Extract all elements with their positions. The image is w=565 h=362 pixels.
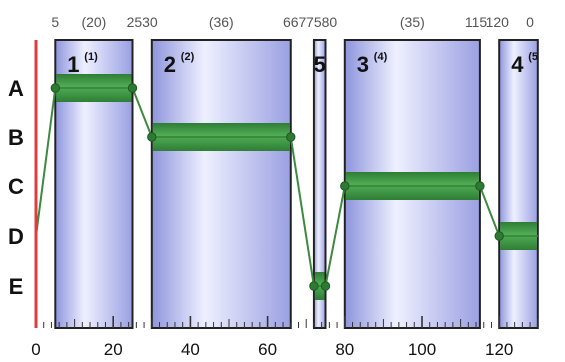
top-label: 0 xyxy=(526,14,534,30)
path-point xyxy=(475,181,485,191)
x-axis: 0 20 40 60 80 100 120 xyxy=(31,316,539,359)
top-label: 115 xyxy=(465,14,488,30)
top-label: 667 xyxy=(283,14,307,30)
row-label-c: C xyxy=(8,174,24,199)
stage-number-5: 5 xyxy=(314,52,326,77)
path-point xyxy=(50,83,60,93)
top-label: (35) xyxy=(400,14,425,30)
x-tick-label: 0 xyxy=(31,340,40,359)
stage-box-4 xyxy=(498,39,539,329)
stage-box-5 xyxy=(312,39,327,329)
stage-number-1: 1 xyxy=(67,52,79,77)
stage-box-2 xyxy=(150,39,292,329)
path-point xyxy=(127,83,138,93)
row-label-b: B xyxy=(8,125,24,150)
row-label-e: E xyxy=(9,274,24,299)
stage-labels: 1 (1) 2 (2) 5 3 (4) 4 (5 xyxy=(67,51,538,77)
stage-sup-3: (4) xyxy=(374,51,388,63)
top-label: 7580 xyxy=(306,14,337,30)
path-point xyxy=(147,132,157,142)
x-tick-label: 100 xyxy=(408,340,436,359)
path-point xyxy=(494,231,504,241)
stage-number-4: 4 xyxy=(511,52,524,77)
stage-sup-2: (2) xyxy=(181,51,195,63)
x-tick-label: 40 xyxy=(181,340,200,359)
x-tick-label: 120 xyxy=(485,340,513,359)
path-point xyxy=(286,132,296,142)
x-tick-label: 60 xyxy=(258,340,277,359)
stage-number-3: 3 xyxy=(357,52,369,77)
row-label-d: D xyxy=(8,224,24,249)
x-tick-label: 80 xyxy=(335,340,354,359)
top-label: (20) xyxy=(81,14,106,30)
path-point xyxy=(320,281,331,291)
stage-sup-4: (5 xyxy=(528,51,538,63)
top-label: 5 xyxy=(51,14,59,30)
stage-sup-1: (1) xyxy=(84,51,98,63)
path-point xyxy=(309,281,319,291)
top-label: (36) xyxy=(209,14,234,30)
row-label-a: A xyxy=(8,76,24,101)
stage-number-2: 2 xyxy=(164,52,176,77)
top-label: 2530 xyxy=(127,14,158,30)
top-label: 120 xyxy=(486,14,510,30)
path-layer xyxy=(35,83,538,291)
path-point xyxy=(340,181,350,191)
x-tick-label: 20 xyxy=(104,340,123,359)
